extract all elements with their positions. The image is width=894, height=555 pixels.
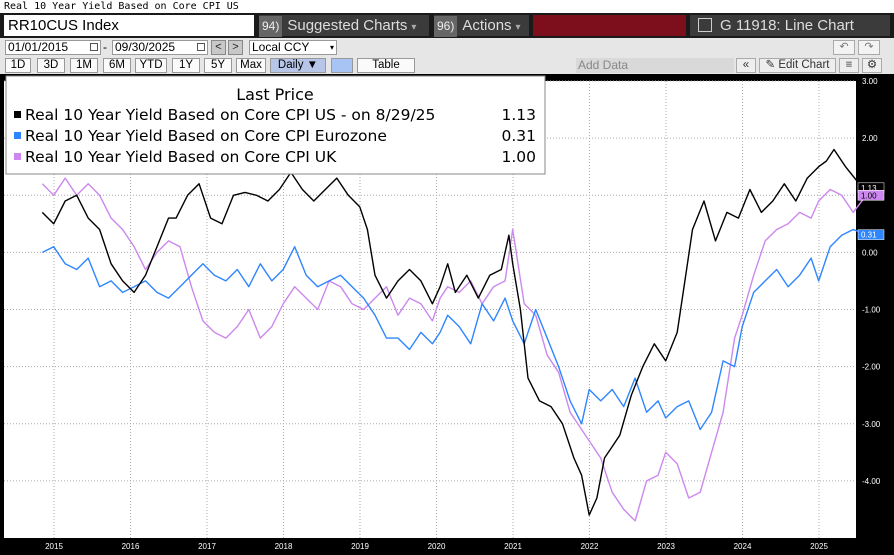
x-tick-label: 2021 <box>504 542 522 551</box>
gear-icon[interactable]: ⚙ <box>862 58 882 73</box>
next-period-button[interactable]: > <box>228 40 243 55</box>
x-tick-label: 2018 <box>275 542 293 551</box>
series-line-0 <box>41 148 867 516</box>
chevron-down-icon: ▾ <box>411 22 417 33</box>
legend: Last Price Real 10 Year Yield Based on C… <box>5 75 546 175</box>
frequency-select[interactable]: Daily ▼ <box>270 58 326 73</box>
undo-button[interactable]: ↶ <box>833 40 855 55</box>
date-range-bar: 01/01/2015 - 09/30/2025 < > Local CCY ▾ … <box>0 38 894 57</box>
period-bar: 1D 3D 1M 6M YTD 1Y 5Y Max Daily ▼ Table … <box>0 57 894 74</box>
suggested-charts-shortcut: 94) <box>259 16 283 37</box>
series-line-1 <box>41 228 867 431</box>
period-3d-button[interactable]: 3D <box>37 58 65 73</box>
period-max-button[interactable]: Max <box>236 58 266 73</box>
suggested-charts-button[interactable]: 94) Suggested Charts ▾ <box>259 15 429 37</box>
actions-button[interactable]: 96) Actions ▾ <box>434 15 529 37</box>
period-ytd-button[interactable]: YTD <box>135 58 167 73</box>
collapse-button[interactable]: « <box>736 58 756 73</box>
start-date-input[interactable]: 01/01/2015 <box>5 40 101 55</box>
last-value-tag <box>857 190 885 201</box>
legend-series-value: 1.13 <box>501 106 536 124</box>
y-tick-label: -3.00 <box>862 420 881 429</box>
last-value-tag <box>857 229 885 240</box>
y-tick-label: 0.00 <box>862 248 878 257</box>
x-tick-label: 2024 <box>734 542 752 551</box>
y-tick-label: -4.00 <box>862 477 881 486</box>
legend-swatch <box>14 111 21 118</box>
period-1m-button[interactable]: 1M <box>70 58 98 73</box>
prev-period-button[interactable]: < <box>211 40 226 55</box>
actions-shortcut: 96) <box>434 16 458 37</box>
legend-series-name: Real 10 Year Yield Based on Core CPI Eur… <box>25 127 387 145</box>
x-tick-label: 2015 <box>45 542 63 551</box>
legend-swatch <box>14 132 21 139</box>
period-1d-button[interactable]: 1D <box>5 58 31 73</box>
header-bar: RR10CUS Index 94) Suggested Charts ▾ 96) Ac… <box>0 13 894 38</box>
legend-series-name: Real 10 Year Yield Based on Core CPI US … <box>25 106 435 124</box>
y-axis: 3.00 2.00 1.00 0.00 -1.00 -2.00 -3.00 -4.00 1.13… <box>857 77 885 486</box>
calendar-icon[interactable] <box>197 43 205 51</box>
period-5y-button[interactable]: 5Y <box>204 58 232 73</box>
last-value-label: 1.13 <box>861 184 877 193</box>
last-value-label: 1.00 <box>861 191 877 200</box>
x-tick-label: 2020 <box>428 542 446 551</box>
calendar-icon[interactable] <box>90 43 98 51</box>
y-tick-label: -1.00 <box>862 306 881 315</box>
chart-title-button[interactable]: G 11918: Line Chart <box>690 15 890 36</box>
add-data-input[interactable]: Add Data <box>576 58 734 73</box>
edit-chart-button[interactable]: ✎ Edit Chart <box>759 58 836 73</box>
x-tick-label: 2019 <box>351 542 369 551</box>
line-chart: 3.00 2.00 1.00 0.00 -1.00 -2.00 -3.00 -4.00 1.13… <box>0 74 894 555</box>
x-tick-label: 2023 <box>657 542 675 551</box>
actions-label: Actions <box>462 17 512 34</box>
export-icon <box>698 18 712 32</box>
legend-series-value: 0.31 <box>501 127 536 145</box>
window-title-bar: Real 10 Year Yield Based on Core CPI US <box>0 0 894 13</box>
chevron-down-icon: ▾ <box>329 43 334 52</box>
currency-select[interactable]: Local CCY ▾ <box>249 40 337 55</box>
x-tick-label: 2022 <box>581 542 599 551</box>
legend-title: Last Price <box>236 85 313 104</box>
period-1y-button[interactable]: 1Y <box>172 58 200 73</box>
chevron-down-icon: ▾ <box>515 22 521 33</box>
y-tick-label: -2.00 <box>862 363 881 372</box>
table-button[interactable]: Table <box>357 58 415 73</box>
date-separator: - <box>103 40 107 54</box>
y-tick-label: 3.00 <box>862 77 878 86</box>
end-date-value: 09/30/2025 <box>115 40 176 54</box>
last-value-label: 0.31 <box>861 231 877 240</box>
x-tick-label: 2017 <box>198 542 216 551</box>
x-tick-label: 2025 <box>810 542 828 551</box>
x-tick-label: 2016 <box>122 542 140 551</box>
window-title: Real 10 Year Yield Based on Core CPI US <box>4 1 239 12</box>
y-tick-label: 2.00 <box>862 134 878 143</box>
legend-series-value: 1.00 <box>501 148 536 166</box>
end-date-input[interactable]: 09/30/2025 <box>112 40 208 55</box>
series-lines <box>41 148 867 522</box>
period-6m-button[interactable]: 6M <box>103 58 131 73</box>
currency-value: Local CCY <box>252 40 310 54</box>
series-line-2 <box>41 177 867 522</box>
legend-swatch <box>14 153 21 160</box>
redo-button[interactable]: ↷ <box>858 40 880 55</box>
chart-title: G 11918: Line Chart <box>720 17 854 34</box>
x-axis: 2015 2016 2017 2018 2019 2020 2021 2022 2023 2024… <box>45 542 828 551</box>
suggested-charts-label: Suggested Charts <box>287 17 408 34</box>
legend-series-name: Real 10 Year Yield Based on Core CPI UK <box>25 148 337 166</box>
legend-box <box>5 75 546 175</box>
start-date-value: 01/01/2015 <box>8 40 69 54</box>
chart-type-button[interactable] <box>331 58 353 73</box>
chart-options-icon[interactable]: ≡ <box>839 58 859 73</box>
ticker-field[interactable]: RR10CUS Index <box>4 15 254 36</box>
alert-bar <box>533 15 686 36</box>
